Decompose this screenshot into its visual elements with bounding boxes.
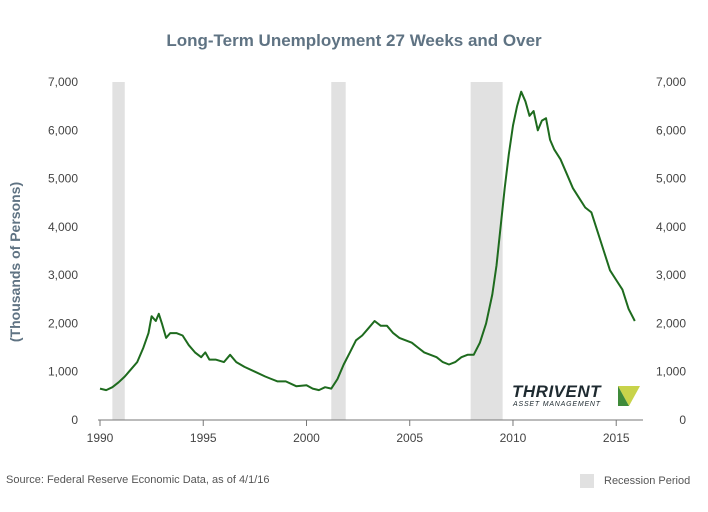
y-tick-label-left-5000: 5,000 bbox=[48, 172, 78, 186]
y-tick-label-right-4000: 4,000 bbox=[656, 220, 686, 234]
y-tick-label-left-2000: 2,000 bbox=[48, 316, 78, 330]
y-tick-label-right-6000: 6,000 bbox=[656, 123, 686, 137]
y-tick-label-left-1000: 1,000 bbox=[48, 365, 78, 379]
x-tick-label-1990: 1990 bbox=[87, 431, 114, 445]
recession-band-0 bbox=[112, 82, 125, 420]
logo-mark-icon bbox=[618, 386, 640, 406]
axes: 1990 1995 2000 2005 2010 2015 0 0 1,000 1,000 2,00… bbox=[48, 75, 686, 445]
y-tick-label-left-3000: 3,000 bbox=[48, 268, 78, 282]
y-tick-label-right-2000: 2,000 bbox=[656, 316, 686, 330]
series-lines bbox=[99, 90, 636, 392]
x-tick-label-1995: 1995 bbox=[190, 431, 217, 445]
thrivent-logo: THRIVENT ASSET MANAGEMENT bbox=[512, 382, 644, 412]
legend-label: Recession Period bbox=[604, 475, 691, 487]
y-tick-label-right-3000: 3,000 bbox=[656, 268, 686, 282]
y-tick-label-right-5000: 5,000 bbox=[656, 172, 686, 186]
logo-name: THRIVENT bbox=[512, 382, 601, 401]
source-note: Source: Federal Reserve Economic Data, a… bbox=[6, 474, 270, 486]
logo-subtitle: ASSET MANAGEMENT bbox=[513, 401, 601, 408]
y-tick-label-left-6000: 6,000 bbox=[48, 123, 78, 137]
y-tick-label-right-0: 0 bbox=[679, 413, 686, 427]
x-tick-label-2010: 2010 bbox=[500, 431, 527, 445]
x-tick-label-2000: 2000 bbox=[293, 431, 320, 445]
recession-bands bbox=[112, 82, 503, 420]
y-tick-label-right-1000: 1,000 bbox=[656, 365, 686, 379]
y-tick-label-left-7000: 7,000 bbox=[48, 75, 78, 89]
legend: Recession Period bbox=[580, 474, 690, 488]
recession-band-1 bbox=[331, 82, 346, 420]
series-line-0 bbox=[99, 90, 636, 392]
y-tick-label-left-0: 0 bbox=[71, 413, 78, 427]
y-tick-label-left-4000: 4,000 bbox=[48, 220, 78, 234]
y-axis-label: (Thousands of Persons) bbox=[7, 182, 23, 342]
x-tick-label-2005: 2005 bbox=[396, 431, 423, 445]
legend-swatch-recession bbox=[580, 474, 594, 488]
x-tick-label-2015: 2015 bbox=[603, 431, 630, 445]
y-tick-label-right-7000: 7,000 bbox=[656, 75, 686, 89]
chart-title: Long-Term Unemployment 27 Weeks and Over bbox=[166, 31, 542, 50]
